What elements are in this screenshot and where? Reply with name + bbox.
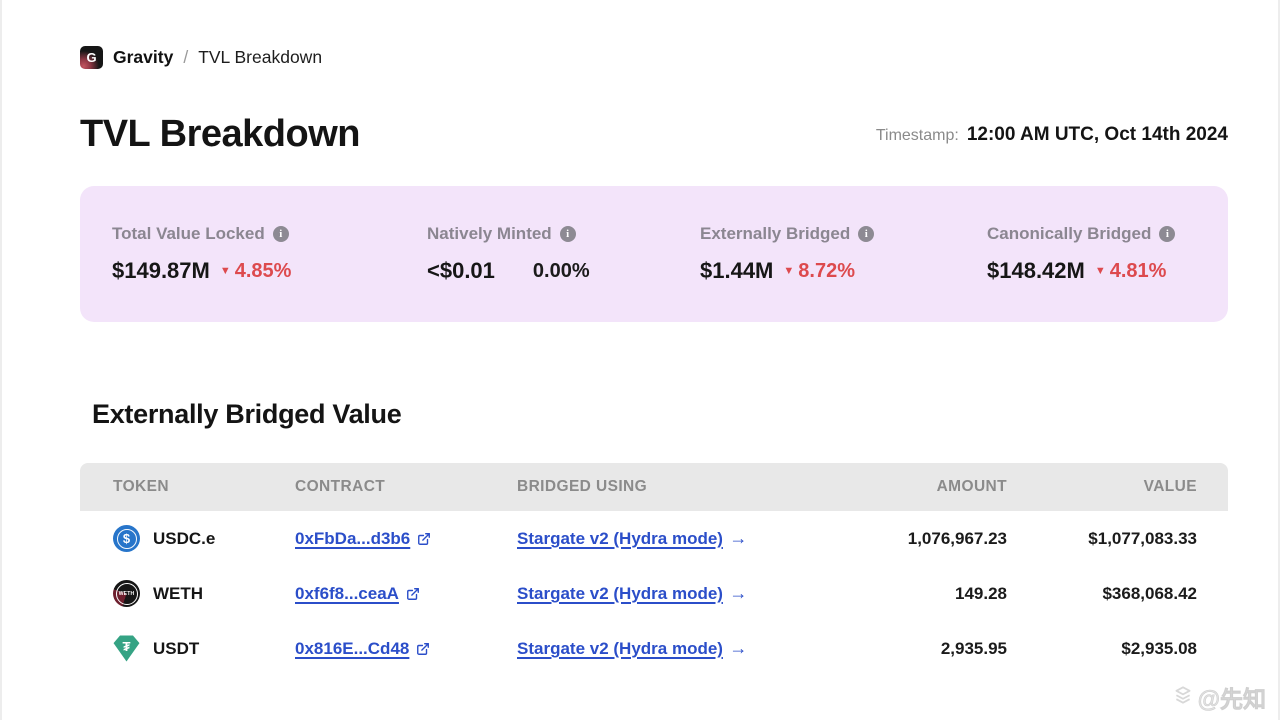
column-header-contract: CONTRACT <box>295 478 386 495</box>
column-header-value: VALUE <box>1143 478 1197 495</box>
contract-cell: 0xFbDa...d3b6 <box>295 529 517 549</box>
arrow-right-icon: → <box>729 638 748 658</box>
metric-canonically-bridged: Canonically Bridged i $148.42M ▼ 4.81% <box>987 224 1196 284</box>
value-cell: $2,935.08 <box>1121 638 1197 658</box>
metric-label: Canonically Bridged <box>987 224 1152 243</box>
info-icon[interactable]: i <box>272 226 289 242</box>
column-header-amount: AMOUNT <box>936 478 1007 495</box>
metric-externally-bridged: Externally Bridged i $1.44M ▼ 8.72% <box>700 224 987 284</box>
external-link-icon <box>416 642 430 656</box>
down-triangle-icon: ▼ <box>783 264 795 277</box>
watermark: @先知 <box>1172 680 1266 714</box>
chevron-stack-icon <box>1172 684 1194 711</box>
breadcrumb-separator: / <box>183 47 189 67</box>
column-header-bridged-using: BRIDGED USING <box>517 478 648 495</box>
token-cell: $ USDC.e <box>113 525 295 552</box>
external-link-icon <box>417 532 431 546</box>
timestamp-value: 12:00 AM UTC, Oct 14th 2024 <box>966 123 1228 145</box>
metric-change-value: 0.00% <box>532 259 590 282</box>
value-cell: $1,077,083.33 <box>1088 528 1197 548</box>
metric-natively-minted: Natively Minted i <$0.01 0.00% <box>427 224 700 284</box>
amount-cell: 2,935.95 <box>940 638 1007 658</box>
metric-change-value: 4.85% <box>234 259 292 282</box>
info-icon[interactable]: i <box>559 226 576 242</box>
contract-cell: 0xf6f8...ceaA <box>295 584 517 604</box>
amount-cell: 1,076,967.23 <box>907 528 1007 548</box>
table-row: WETH WETH 0xf6f8...ceaA Stargate v2 (Hyd… <box>80 566 1228 621</box>
metric-value: <$0.01 <box>427 258 495 283</box>
down-triangle-icon: ▼ <box>1094 264 1106 277</box>
section-title-externally-bridged-value: Externally Bridged Value <box>92 399 402 429</box>
amount-cell: 149.28 <box>955 583 1007 603</box>
table-row: $ USDC.e 0xFbDa...d3b6 Stargate v2 (Hydr… <box>80 511 1228 566</box>
metric-label: Externally Bridged <box>700 224 851 243</box>
bridge-link[interactable]: Stargate v2 (Hydra mode) <box>517 639 723 658</box>
watermark-text: @先知 <box>1197 686 1266 713</box>
info-icon[interactable]: i <box>858 226 875 242</box>
title-row: TVL Breakdown Timestamp: 12:00 AM UTC, O… <box>80 113 1228 156</box>
gravity-logo-icon: G <box>80 46 103 69</box>
metric-change: ▼ 4.85% <box>220 260 292 283</box>
bridge-link[interactable]: Stargate v2 (Hydra mode) <box>517 529 723 548</box>
metric-value: $149.87M <box>112 258 210 283</box>
contract-cell: 0x816E...Cd48 <box>295 639 517 659</box>
weth-token-icon: WETH <box>113 580 140 607</box>
metric-value: $1.44M <box>700 258 774 283</box>
info-icon[interactable]: i <box>1159 226 1176 242</box>
bridge-cell: Stargate v2 (Hydra mode) → <box>517 638 817 659</box>
bridge-cell: Stargate v2 (Hydra mode) → <box>517 528 817 549</box>
externally-bridged-table: TOKEN CONTRACT BRIDGED USING AMOUNT VALU… <box>80 463 1228 676</box>
metric-value: $148.42M <box>987 258 1085 283</box>
usdt-token-icon: ₮ <box>113 635 140 662</box>
value-cell: $368,068.42 <box>1102 583 1197 603</box>
contract-link[interactable]: 0xf6f8...ceaA <box>295 584 420 604</box>
token-cell: ₮ USDT <box>113 635 295 662</box>
arrow-right-icon: → <box>729 583 748 603</box>
contract-link[interactable]: 0x816E...Cd48 <box>295 639 430 659</box>
table-header-row: TOKEN CONTRACT BRIDGED USING AMOUNT VALU… <box>80 463 1228 511</box>
arrow-right-icon: → <box>729 528 748 548</box>
token-name: USDT <box>153 638 200 658</box>
metric-change: ▼ 8.72% <box>783 260 855 283</box>
contract-link[interactable]: 0xFbDa...d3b6 <box>295 529 431 549</box>
metric-change: ▼ 4.81% <box>1095 260 1167 283</box>
external-link-icon <box>406 587 420 601</box>
breadcrumb-page[interactable]: TVL Breakdown <box>198 47 323 67</box>
timestamp: Timestamp: 12:00 AM UTC, Oct 14th 2024 <box>876 124 1228 146</box>
usdc-token-icon: $ <box>113 525 140 552</box>
metric-change-value: 4.81% <box>1109 259 1167 282</box>
timestamp-label: Timestamp: <box>875 126 959 144</box>
page-title: TVL Breakdown <box>80 113 360 155</box>
column-header-token: TOKEN <box>113 478 169 495</box>
metric-label: Natively Minted <box>427 224 552 243</box>
table-row: ₮ USDT 0x816E...Cd48 Stargate v2 (Hydra … <box>80 621 1228 676</box>
metric-total-value-locked: Total Value Locked i $149.87M ▼ 4.85% <box>112 224 427 284</box>
metric-change-value: 8.72% <box>798 259 855 282</box>
metric-change: 0.00% <box>533 260 590 283</box>
tvl-summary-card: Total Value Locked i $149.87M ▼ 4.85% Na… <box>80 186 1228 322</box>
token-name: USDC.e <box>153 528 216 548</box>
token-name: WETH <box>153 583 204 603</box>
bridge-cell: Stargate v2 (Hydra mode) → <box>517 583 817 604</box>
bridge-link[interactable]: Stargate v2 (Hydra mode) <box>517 584 723 603</box>
token-cell: WETH WETH <box>113 580 295 607</box>
breadcrumb: G Gravity / TVL Breakdown <box>80 46 1228 69</box>
breadcrumb-app[interactable]: Gravity <box>113 47 174 67</box>
down-triangle-icon: ▼ <box>219 264 231 277</box>
metric-label: Total Value Locked <box>112 224 265 243</box>
